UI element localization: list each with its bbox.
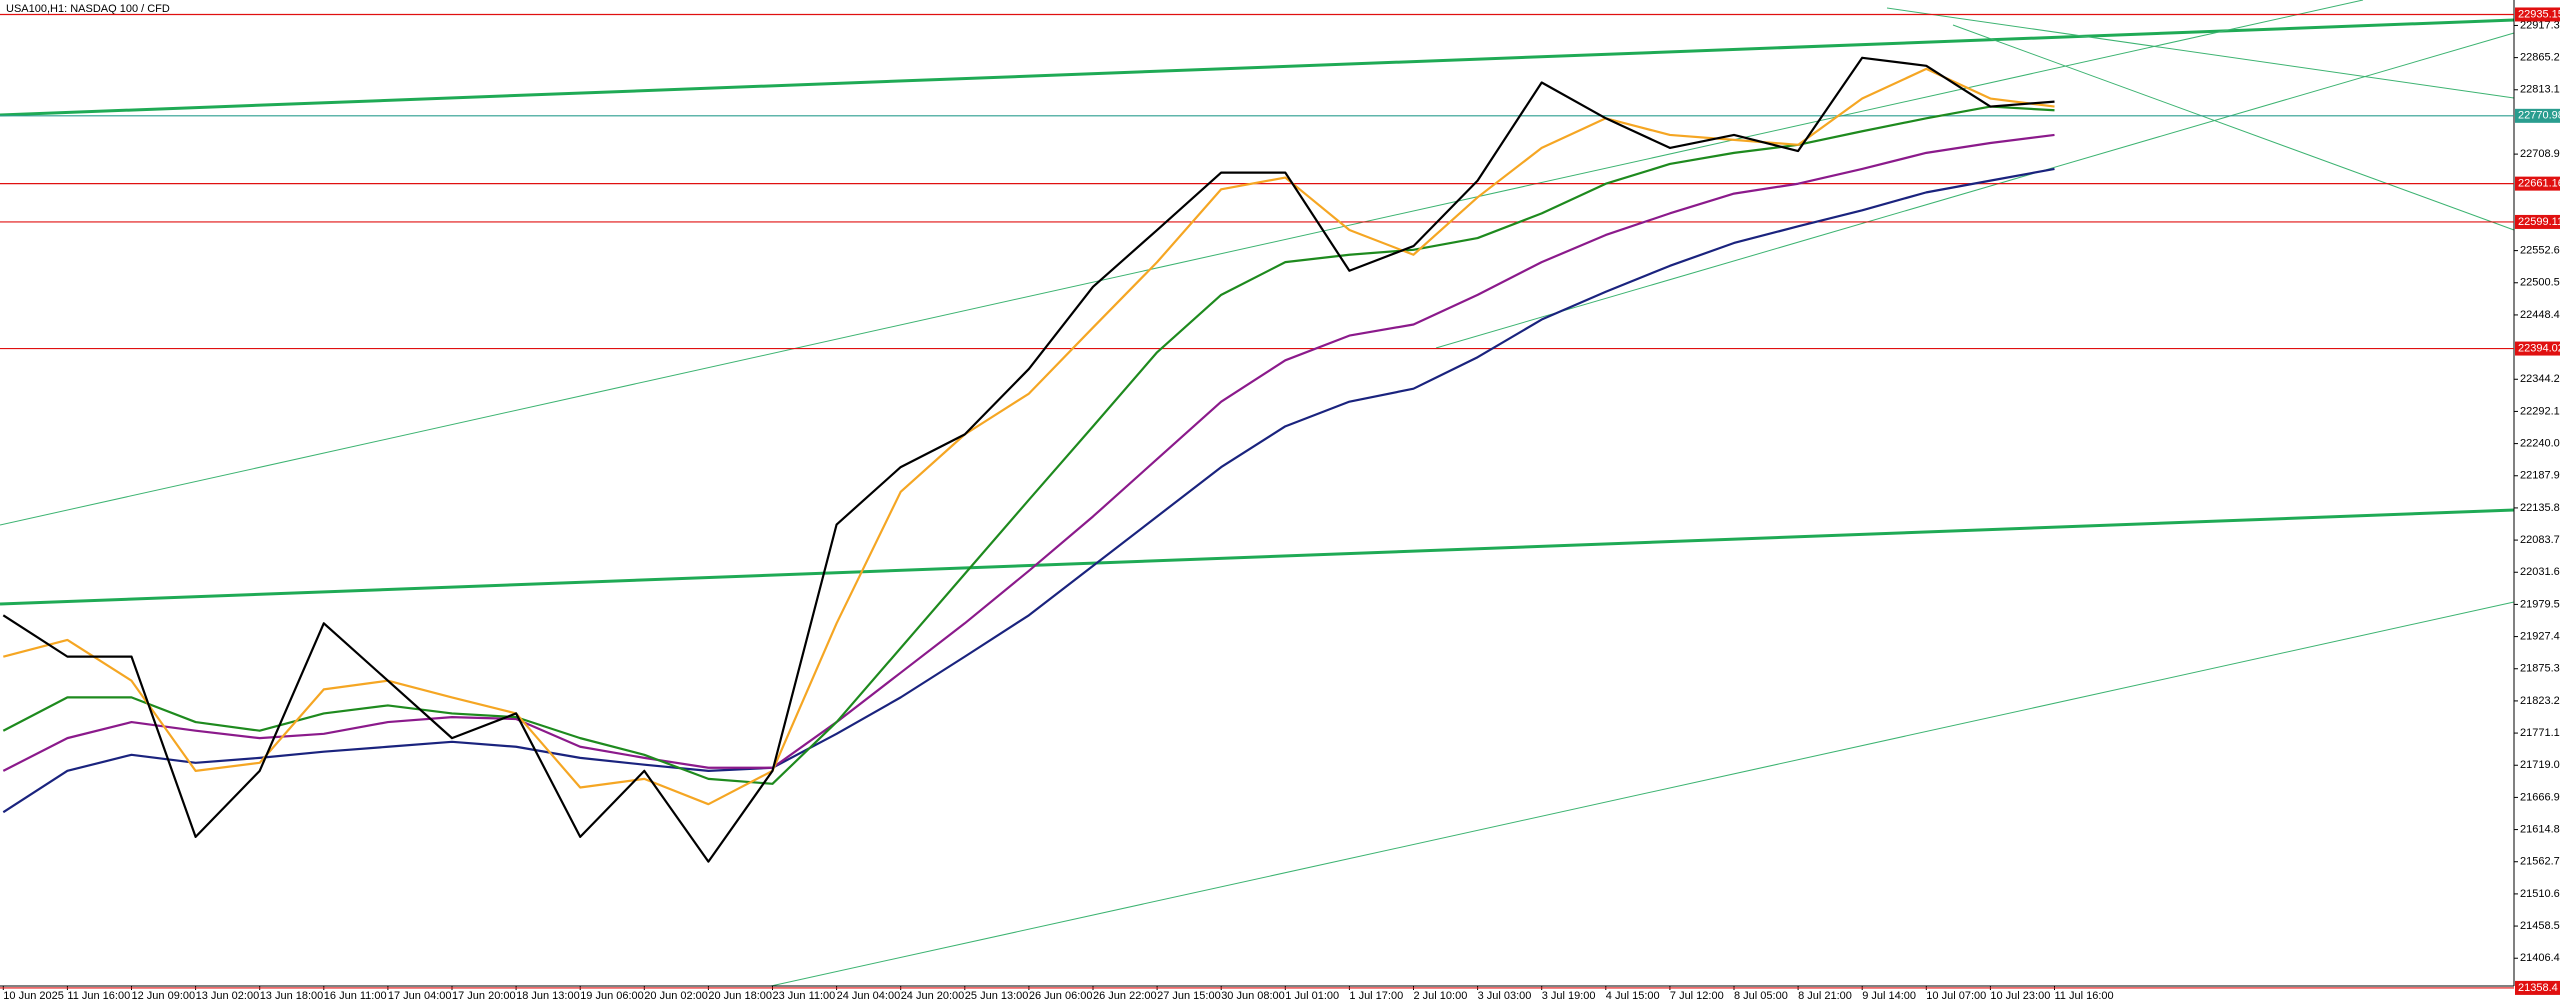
y-tick-label: 21614.88 [2520,823,2560,835]
x-tick-label: 19 Jun 06:00 [580,990,644,1002]
trendline [0,508,2515,606]
y-tick-label: 22865.28 [2520,52,2560,64]
price-level-tag [2515,980,2560,995]
trendline [1886,7,2515,99]
x-tick-label: 8 Jul 05:00 [1734,990,1788,1002]
y-tick-label: 21823.28 [2520,695,2560,707]
y-tick-label: 21927.48 [2520,630,2560,642]
x-tick-label: 16 Jun 11:00 [324,990,387,1002]
y-tick-label: 21719.08 [2520,759,2560,771]
y-tick-label: 21875.38 [2520,663,2560,675]
price-level-label: 22394.02 [2518,342,2560,354]
y-tick-label: 21510.68 [2520,888,2560,900]
ma-line [2,105,2055,785]
price-level-label: 21358.4 [2518,982,2558,994]
y-tick-label: 21406.48 [2520,952,2560,964]
trendline [0,18,2515,117]
x-tick-label: 23 Jun 11:00 [773,990,836,1002]
x-tick-label: 1 Jul 01:00 [1285,990,1339,1002]
x-tick-label: 4 Jul 15:00 [1606,990,1660,1002]
y-tick-label: 21771.18 [2520,727,2560,739]
y-tick-label: 22187.98 [2520,470,2560,482]
trendline [0,0,2364,526]
ma-line [2,167,2055,814]
x-tick-label: 24 Jun 04:00 [837,990,901,1002]
price-level-tag [2515,214,2560,229]
y-tick-label: 22708.98 [2520,148,2560,160]
x-tick-label: 10 Jul 23:00 [1990,990,2050,1002]
price-level-label: 22599.11 [2518,216,2560,228]
x-tick-label: 27 Jun 15:00 [1157,990,1221,1002]
x-tick-label: 12 Jun 09:00 [132,990,196,1002]
x-tick-label: 3 Jul 03:00 [1478,990,1532,1002]
x-tick-label: 9 Jul 14:00 [1862,990,1916,1002]
y-tick-label: 22500.58 [2520,277,2560,289]
x-tick-label: 20 Jun 02:00 [644,990,708,1002]
trendline [1952,24,2515,231]
x-tick-label: 7 Jul 12:00 [1670,990,1724,1002]
price-level-label: 22661.16 [2518,178,2560,190]
y-tick-label: 22292.18 [2520,405,2560,417]
price-level-tag [2515,108,2560,123]
x-tick-label: 24 Jun 20:00 [901,990,965,1002]
trendline [770,601,2515,987]
y-tick-label: 22448.48 [2520,309,2560,321]
ma-line [2,56,2055,863]
x-tick-label: 17 Jun 04:00 [388,990,452,1002]
y-tick-label: 21562.78 [2520,856,2560,868]
x-tick-label: 8 Jul 21:00 [1798,990,1852,1002]
x-tick-label: 13 Jun 18:00 [260,990,324,1002]
y-tick-label: 21458.58 [2520,920,2560,932]
y-tick-label: 22344.28 [2520,373,2560,385]
chart-title: USA100,H1: NASDAQ 100 / CFD [6,3,170,15]
y-tick-label: 22240.08 [2520,437,2560,449]
x-tick-label: 30 Jun 08:00 [1221,990,1285,1002]
trendline [1435,32,2515,349]
x-tick-label: 26 Jun 22:00 [1093,990,1157,1002]
x-tick-label: 18 Jun 13:00 [516,990,580,1002]
x-tick-label: 10 Jul 07:00 [1926,990,1986,1002]
y-tick-label: 22135.88 [2520,502,2560,514]
y-tick-label: 22083.78 [2520,534,2560,546]
x-tick-label: 1 Jul 17:00 [1349,990,1403,1002]
price-level-tag [2515,176,2560,191]
x-tick-label: 13 Jun 02:00 [196,990,260,1002]
trendlines [0,0,2515,987]
x-tick-label: 26 Jun 06:00 [1029,990,1093,1002]
price-level-tag [2515,7,2560,22]
x-tick-label: 11 Jun 16:00 [67,990,130,1002]
x-tick-label: 11 Jul 16:00 [2055,990,2114,1002]
x-tick-label: 10 Jun 2025 [3,990,64,1002]
y-tick-label: 22917.38 [2520,19,2560,31]
x-tick-label: 25 Jun 13:00 [965,990,1029,1002]
y-tick-label: 21979.58 [2520,598,2560,610]
y-tick-label: 21666.98 [2520,791,2560,803]
y-tick-label: 22031.68 [2520,566,2560,578]
y-tick-label: 22552.68 [2520,245,2560,257]
price-level-label: 22770.98 [2518,110,2560,122]
x-tick-label: 2 Jul 10:00 [1414,990,1468,1002]
x-tick-label: 3 Jul 19:00 [1542,990,1596,1002]
price-level-label: 22935.15 [2518,8,2560,20]
y-tick-label: 22813.18 [2520,84,2560,96]
price-level-tag [2515,341,2560,356]
x-tick-label: 17 Jun 20:00 [452,990,516,1002]
x-tick-label: 20 Jun 18:00 [708,990,772,1002]
ma-line [2,133,2055,772]
